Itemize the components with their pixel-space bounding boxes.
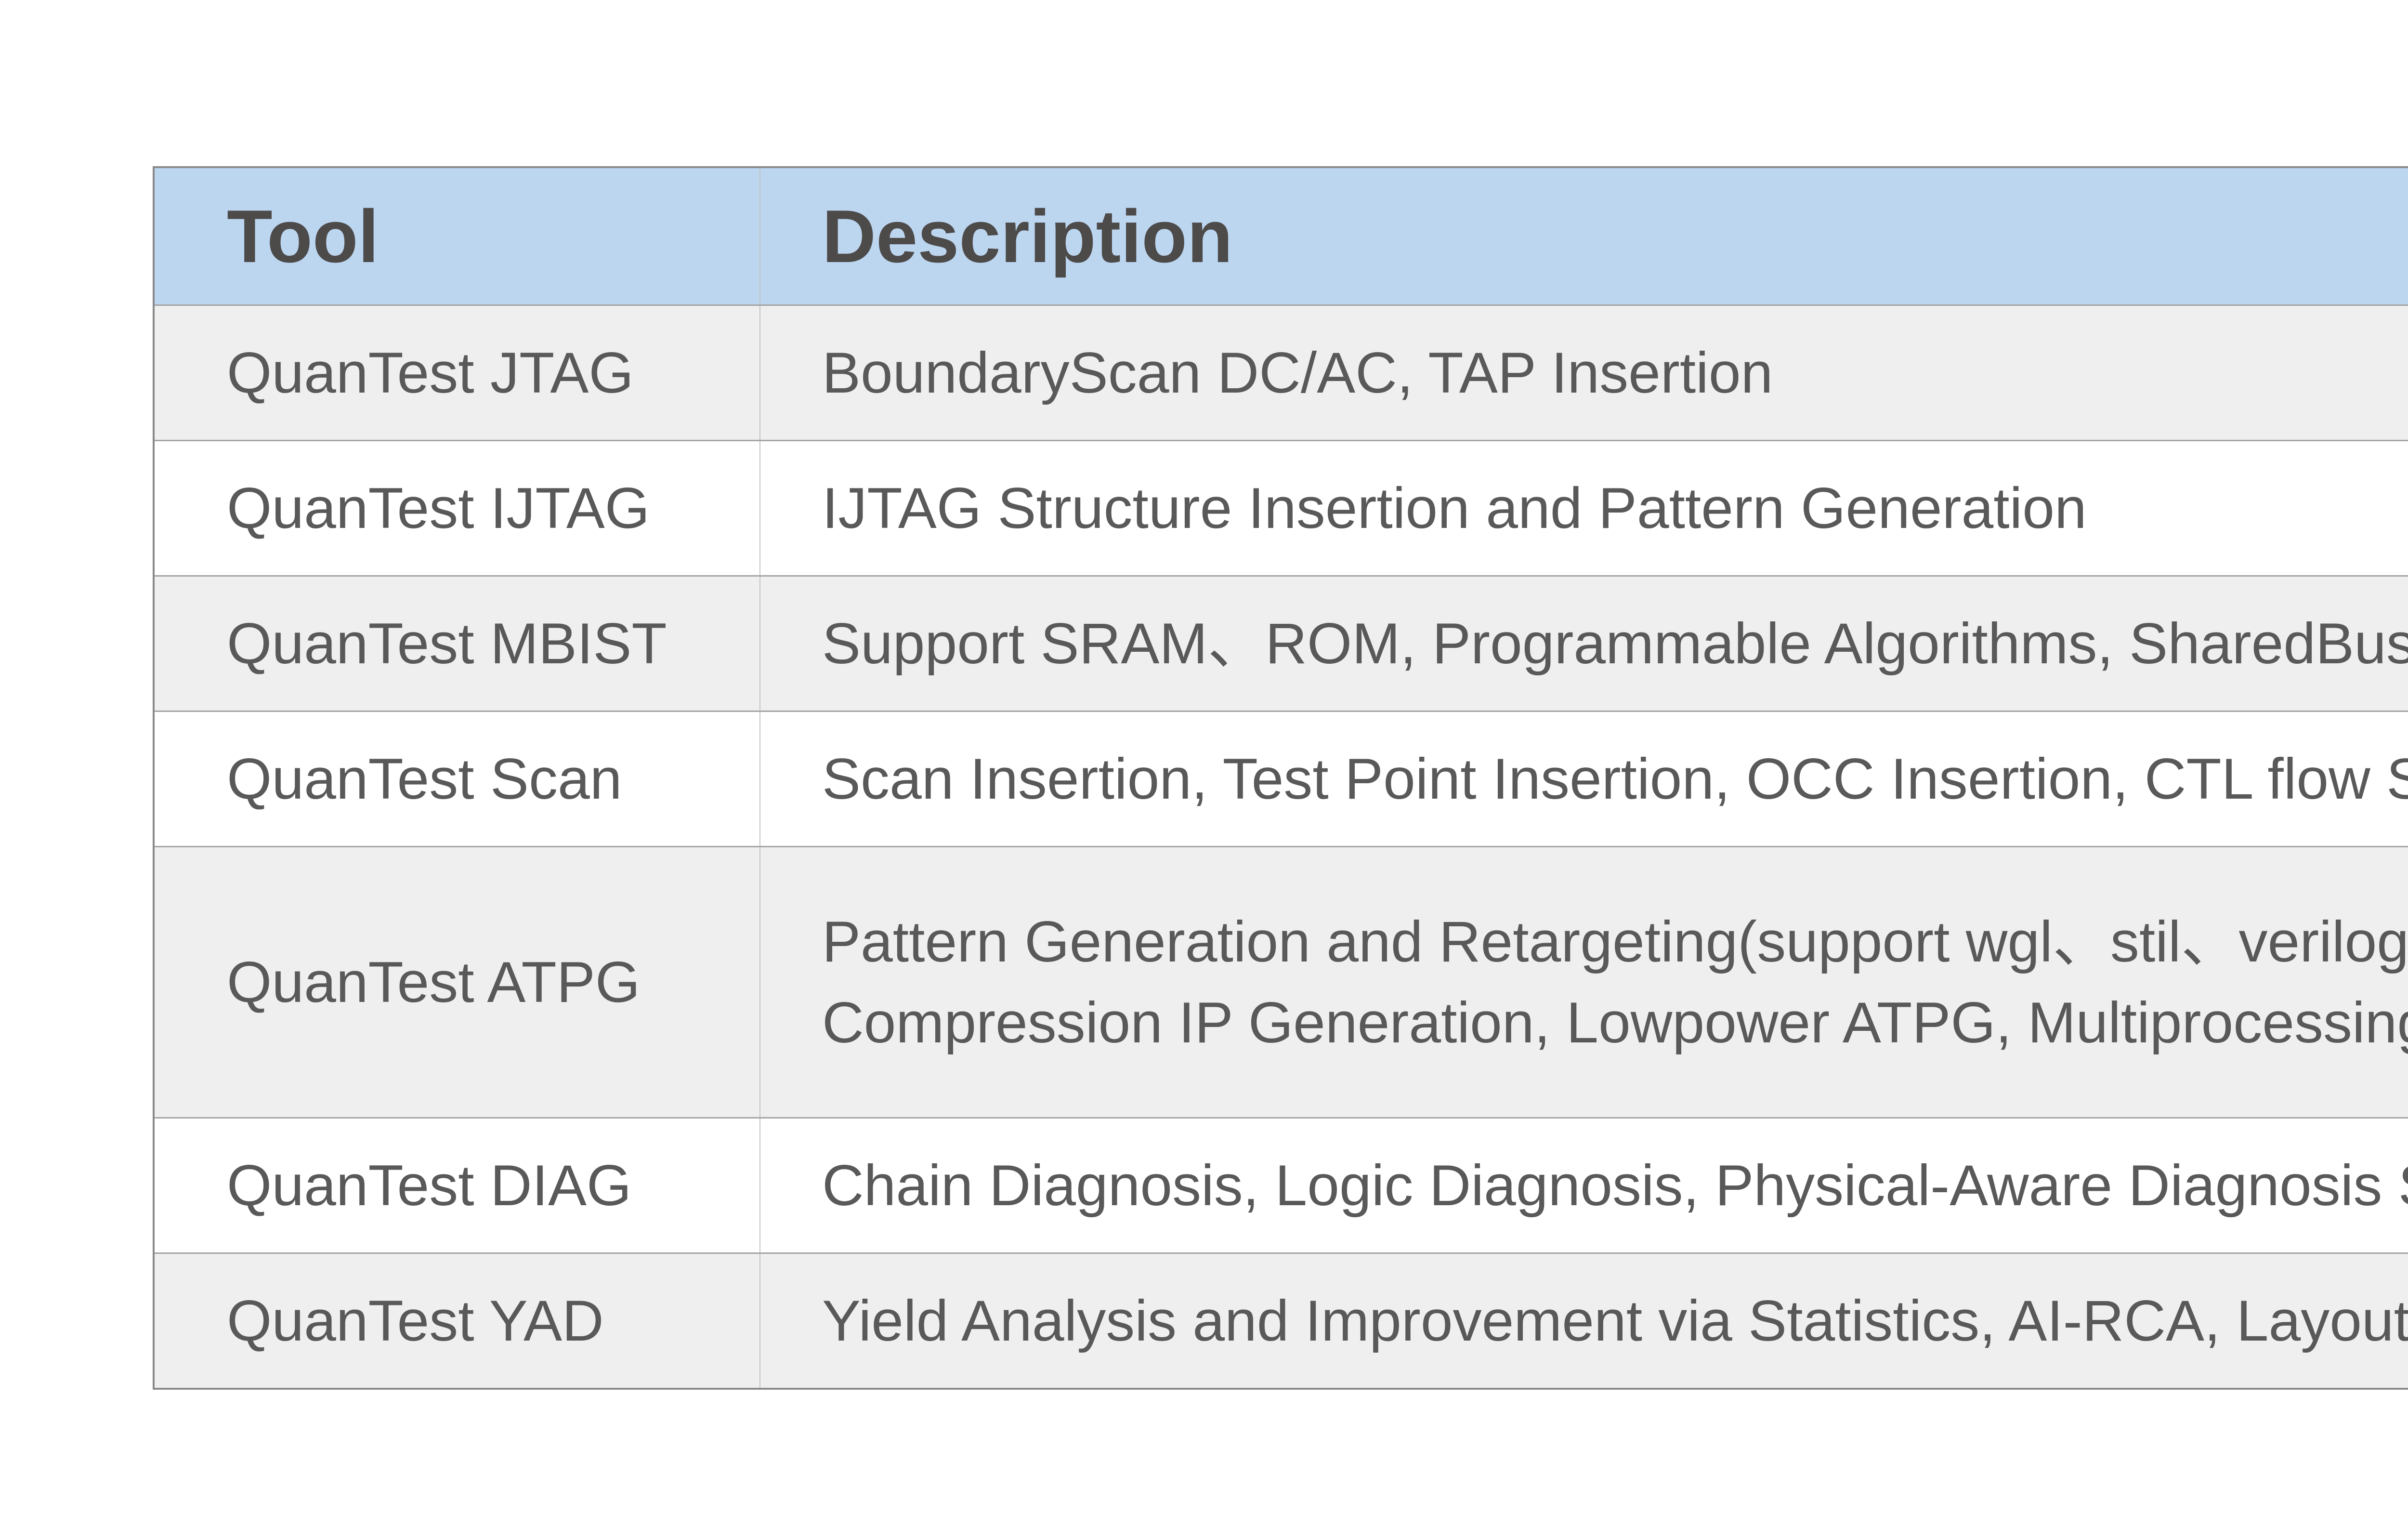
tool-description-table: Tool Description QuanTest JTAG BoundaryS… (153, 166, 2408, 1390)
column-header-tool-label: Tool (227, 194, 379, 278)
table-header-row: Tool Description (155, 168, 2408, 304)
tool-cell: QuanTest MBIST (155, 577, 760, 711)
table-row: QuanTest MBIST Support SRAM、ROM, Program… (155, 575, 2408, 711)
description-cell: IJTAG Structure Insertion and Pattern Ge… (822, 476, 2087, 540)
table-row: QuanTest ATPG Pattern Generation and Ret… (155, 846, 2408, 1117)
column-header-description-label: Description (822, 194, 1233, 278)
tool-cell: QuanTest IJTAG (155, 441, 760, 575)
description-cell: Support SRAM、ROM, Programmable Algorithm… (822, 611, 2408, 676)
column-header-tool: Tool (155, 168, 760, 304)
tool-cell: QuanTest ATPG (155, 847, 760, 1117)
table-row: QuanTest DIAG Chain Diagnosis, Logic Dia… (155, 1117, 2408, 1252)
tool-cell: QuanTest Scan (155, 712, 760, 846)
table-row: QuanTest YAD Yield Analysis and Improvem… (155, 1252, 2408, 1388)
table-row: QuanTest Scan Scan Insertion, Test Point… (155, 711, 2408, 846)
table-row: QuanTest IJTAG IJTAG Structure Insertion… (155, 440, 2408, 575)
column-header-description: Description (760, 168, 2408, 304)
description-cell: Scan Insertion, Test Point Insertion, OC… (822, 747, 2408, 811)
table-row: QuanTest JTAG BoundaryScan DC/AC, TAP In… (155, 304, 2408, 440)
tool-cell: QuanTest JTAG (155, 306, 760, 440)
description-cell: BoundaryScan DC/AC, TAP Insertion (822, 341, 1773, 405)
description-cell: Pattern Generation and Retargeting(suppo… (822, 909, 2408, 1055)
tool-cell: QuanTest DIAG (155, 1119, 760, 1252)
description-cell: Chain Diagnosis, Logic Diagnosis, Physic… (822, 1153, 2408, 1218)
tool-cell: QuanTest YAD (155, 1254, 760, 1388)
description-cell: Yield Analysis and Improvement via Stati… (822, 1289, 2408, 1353)
